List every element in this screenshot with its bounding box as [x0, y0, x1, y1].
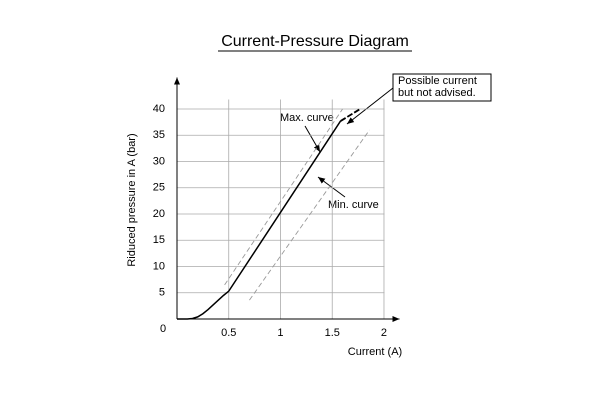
- x-tick-label: 1.5: [325, 327, 340, 339]
- annotation-arrow: [304, 125, 321, 153]
- y-tick-label: 5: [159, 287, 165, 299]
- curve-label: Min. curve: [328, 199, 379, 211]
- line-series: [249, 129, 370, 301]
- line-series: [224, 108, 343, 286]
- y-tick-label: 10: [153, 260, 165, 272]
- curve-label: Max. curve: [280, 112, 334, 124]
- annotation-arrow: [317, 176, 346, 198]
- x-tick-label: 0.5: [221, 327, 236, 339]
- y-tick-label: 35: [153, 129, 165, 141]
- x-tick-label: 0: [160, 323, 166, 335]
- chart-title: Current-Pressure Diagram: [221, 33, 409, 50]
- x-tick-label: 2: [381, 327, 387, 339]
- line-series: [340, 108, 361, 122]
- annotation-text: but not advised.: [398, 87, 476, 99]
- line-series: [177, 120, 342, 320]
- annotation-text: Possible current: [398, 75, 477, 87]
- y-axis-label: Riduced pressure in A (bar): [126, 133, 138, 266]
- y-tick-label: 30: [153, 155, 165, 167]
- y-tick-label: 15: [153, 234, 165, 246]
- y-tick-label: 25: [153, 182, 165, 194]
- x-tick-label: 1: [277, 327, 283, 339]
- annotation-box: [392, 73, 492, 102]
- y-tick-label: 20: [153, 208, 165, 220]
- x-axis-label: Current (A): [348, 346, 402, 358]
- y-tick-label: 40: [153, 103, 165, 115]
- annotation-arrow: [346, 87, 394, 125]
